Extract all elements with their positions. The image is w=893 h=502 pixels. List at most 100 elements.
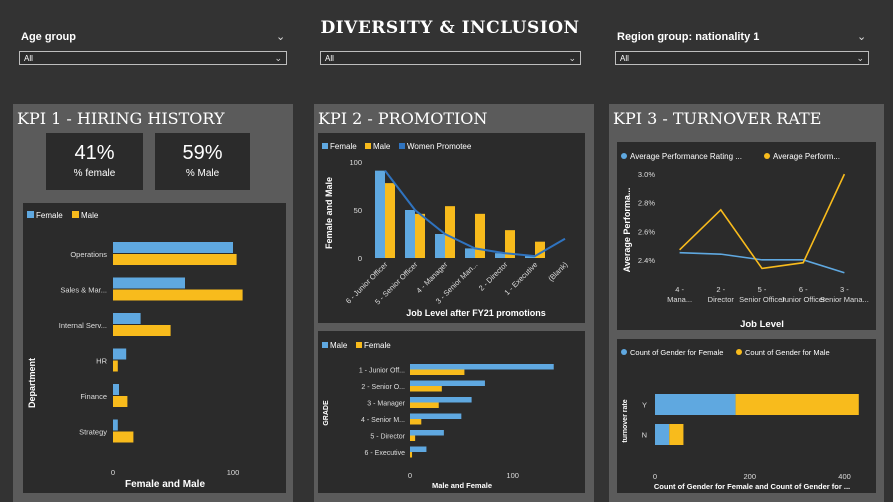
job-level-tick-label: Senior Mana...: [820, 295, 869, 304]
region-group-dropdown[interactable]: All ⌄: [615, 51, 869, 65]
y-tick-label: 3.0%: [638, 170, 655, 179]
bar-segment-male: [735, 394, 859, 415]
legend-promotee-label: Women Promotee: [407, 142, 472, 151]
legend-male-swatch: [72, 211, 79, 218]
region-group-filter-label: Region group: nationality 1: [617, 31, 760, 43]
performance-x-axis-title: Job Level: [740, 319, 784, 330]
age-group-filter-label: Age group: [21, 31, 76, 43]
job-level-tick-label: 5 -: [758, 285, 767, 294]
male-percent-card[interactable]: 59% % Male: [155, 133, 250, 190]
bar-male: [505, 230, 515, 258]
bar-male: [410, 430, 444, 436]
promotion-y-axis-title: Female and Male: [324, 177, 334, 249]
performance-y-axis-title: Average Performa...: [622, 188, 632, 273]
job-level-tick-label: Junior Officer: [781, 295, 826, 304]
grade-tick-label: 6 - Executive: [365, 450, 406, 457]
middle-filter-dropdown-value: All: [325, 54, 334, 63]
bar-male: [113, 431, 134, 443]
job-level-tick-label: Director: [708, 295, 735, 304]
grade-y-axis-title: GRADE: [323, 400, 330, 426]
legend-female-label: Female: [330, 142, 357, 151]
bar-male: [415, 213, 425, 258]
age-group-collapse-icon[interactable]: ⌄: [276, 31, 286, 43]
grade-tick-label: 5 - Director: [370, 434, 405, 441]
promotion-x-axis-title: Job Level after FY21 promotions: [406, 308, 546, 318]
bar-female: [465, 248, 475, 258]
bar-female: [113, 277, 185, 289]
bar-male: [113, 396, 128, 407]
x-tick-label: 200: [744, 472, 757, 481]
turnover-category-label: N: [642, 431, 647, 440]
page-title: DIVERSITY & INCLUSION: [320, 18, 580, 38]
bar-segment-female: [655, 394, 736, 415]
y-tick-label: 0: [358, 254, 362, 263]
legend-female-swatch: [322, 143, 328, 149]
bar-male: [410, 446, 427, 452]
bar-male: [410, 397, 472, 403]
hiring-x-axis-title: Female and Male: [125, 479, 205, 490]
department-tick-label: Sales & Mar...: [60, 286, 107, 295]
age-group-dropdown[interactable]: All ⌄: [19, 51, 287, 65]
bar-segment-female: [655, 424, 670, 445]
female-percent-card[interactable]: 41% % female: [46, 133, 143, 190]
bar-female: [405, 210, 415, 258]
department-tick-label: Finance: [80, 392, 107, 401]
department-tick-label: HR: [96, 357, 107, 366]
female-percent-label: % female: [73, 168, 116, 179]
grade-distribution-chart[interactable]: Male Female GRADE Male and Female 1 - Ju…: [318, 331, 585, 493]
performance-rating-chart[interactable]: Average Performance Rating ... Average P…: [617, 142, 876, 330]
kpi2-title: KPI 2 - PROMOTION: [318, 109, 488, 128]
legend-male-swatch: [365, 143, 371, 149]
job-level-tick-label: 3 -: [840, 285, 849, 294]
y-tick-label: 2.4%: [638, 256, 655, 265]
performance-chart-svg: Average Performance Rating ... Average P…: [621, 152, 869, 330]
bar-male: [410, 380, 485, 386]
legend-promotee-swatch: [399, 143, 405, 149]
age-group-dropdown-value: All: [24, 54, 33, 63]
job-level-tick-label: (Blank): [546, 260, 570, 284]
grade-chart-svg: Male Female GRADE Male and Female 1 - Ju…: [322, 341, 554, 490]
legend-female-label: Count of Gender for Female: [630, 348, 723, 357]
y-tick-label: 50: [354, 206, 362, 215]
bar-segment-male: [669, 424, 684, 445]
hiring-chart-svg: Female Male Department Female and Male O…: [27, 211, 243, 490]
legend-series2-label: Average Perform...: [773, 152, 840, 161]
bar-female: [435, 234, 445, 258]
turnover-gender-chart[interactable]: Count of Gender for Female Count of Gend…: [617, 339, 876, 493]
legend-series1-marker: [621, 153, 627, 159]
middle-filter-dropdown[interactable]: All ⌄: [320, 51, 581, 65]
performance-line-1: [679, 251, 845, 274]
bar-male: [113, 289, 243, 301]
job-level-tick-label: 6 -: [799, 285, 808, 294]
promotion-chart-svg: Female Male Women Promotee Female and Ma…: [322, 142, 570, 318]
grade-tick-label: 2 - Senior O...: [361, 384, 405, 391]
x-tick-label: 100: [506, 471, 519, 480]
legend-series2-marker: [764, 153, 770, 159]
bar-male: [385, 183, 395, 258]
grade-tick-label: 1 - Junior Off...: [359, 368, 405, 375]
grade-tick-label: 4 - Senior M...: [361, 417, 405, 424]
department-tick-label: Strategy: [79, 428, 107, 437]
x-tick-label: 0: [408, 471, 412, 480]
legend-male-label: Male: [373, 142, 391, 151]
chevron-down-icon: ⌄: [274, 53, 282, 63]
kpi2-panel: KPI 2 - PROMOTION Female Male Women Prom…: [314, 104, 594, 502]
bar-female: [375, 170, 385, 258]
job-level-tick-label: 4 -: [675, 285, 684, 294]
bar-female: [113, 384, 119, 395]
legend-male-swatch: [322, 342, 328, 348]
legend-male-label: Male: [330, 341, 348, 350]
bar-male: [410, 413, 462, 419]
hiring-by-department-chart[interactable]: Female Male Department Female and Male O…: [23, 203, 286, 493]
department-tick-label: Internal Serv...: [59, 321, 107, 330]
bar-female: [410, 386, 442, 392]
chevron-down-icon: ⌄: [856, 53, 864, 63]
bar-male: [445, 206, 455, 258]
promotion-by-job-level-chart[interactable]: Female Male Women Promotee Female and Ma…: [318, 133, 585, 323]
male-percent-label: % Male: [185, 168, 220, 179]
bar-male: [475, 213, 485, 258]
female-percent-value: 41%: [74, 142, 115, 164]
bar-male: [535, 241, 545, 258]
kpi1-panel: KPI 1 - HIRING HISTORY 41% % female 59% …: [13, 104, 293, 502]
region-group-collapse-icon[interactable]: ⌄: [857, 31, 867, 43]
